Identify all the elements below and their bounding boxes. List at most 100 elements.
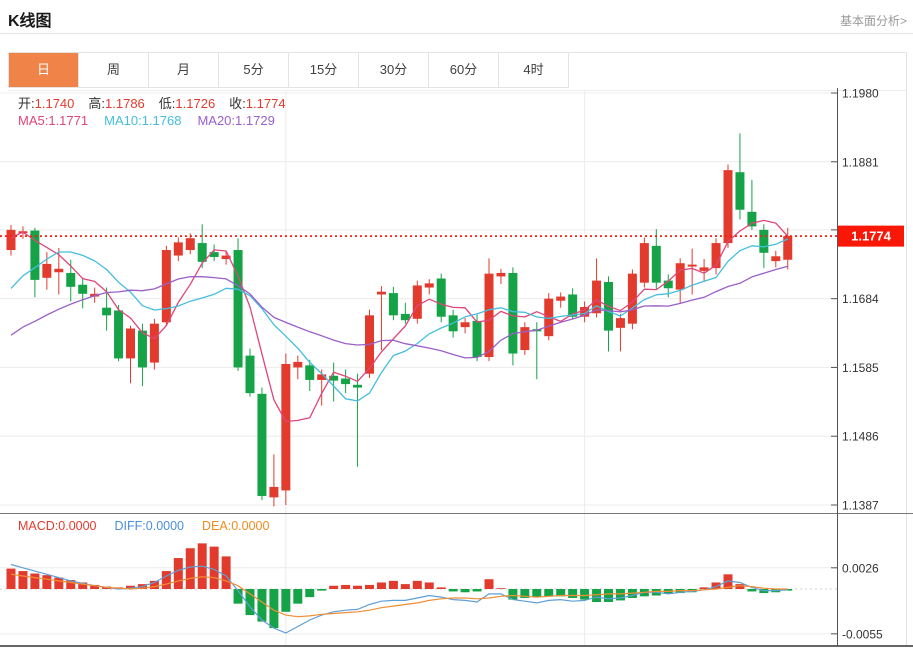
gridlines — [0, 91, 837, 646]
candle-body — [137, 330, 147, 368]
y-axis-label: 1.1585 — [842, 361, 879, 375]
candle-body — [269, 486, 279, 498]
candle-body — [42, 263, 52, 278]
macd-bar — [209, 546, 219, 589]
candle-body — [711, 243, 721, 269]
macd-bar — [615, 589, 625, 601]
candle-body — [568, 294, 578, 317]
ohlc-readout: 开:1.1740 高:1.1786 低:1.1726 收:1.1774 — [18, 93, 300, 112]
macd-bar — [496, 588, 506, 589]
candle-body — [114, 310, 124, 359]
tab-1[interactable]: 周 — [79, 53, 149, 87]
candle-body — [341, 378, 351, 385]
macd-bar — [6, 568, 16, 589]
macd-bar — [699, 587, 709, 589]
y-axis-label: 1.1980 — [842, 87, 879, 101]
candle-body — [185, 238, 195, 251]
macd-bar — [747, 589, 757, 592]
tab-3[interactable]: 5分 — [219, 53, 289, 87]
tab-7[interactable]: 4时 — [523, 62, 544, 77]
macd-bar — [257, 589, 267, 622]
candle-body — [663, 280, 673, 289]
macd-bar — [388, 580, 398, 589]
macd-bar — [269, 589, 279, 629]
macd-bar — [353, 585, 363, 589]
candle-body — [412, 285, 422, 319]
readout-item-0: MACD:0.0000 — [18, 519, 97, 533]
macd-bar — [484, 579, 494, 589]
macd-bar — [42, 575, 52, 589]
candle-body — [472, 320, 482, 358]
page-header: K线图 基本面分析> — [0, 0, 913, 33]
candle-body — [78, 284, 88, 294]
candle-body — [233, 250, 243, 368]
macd-bar — [592, 589, 602, 603]
macd-bar — [544, 589, 554, 597]
candle-body — [544, 298, 554, 337]
candle-body — [305, 365, 315, 380]
macd-bar — [245, 589, 255, 616]
diff-line — [10, 563, 788, 634]
tab-4[interactable]: 15分 — [289, 53, 359, 87]
candle-body — [508, 272, 518, 354]
macd-bar — [90, 584, 100, 589]
candle-body — [639, 243, 649, 283]
readout-item-1: 高:1.1786 — [88, 96, 145, 111]
tab-2[interactable]: 月 — [149, 53, 219, 87]
readout-item-1: MA10:1.1768 — [104, 113, 182, 128]
macd-bar — [556, 589, 566, 597]
candle-body — [173, 242, 183, 256]
macd-bar — [54, 577, 64, 589]
ma20-line — [10, 265, 788, 359]
y-axis-label: -0.0055 — [842, 627, 883, 641]
readout-item-0: 开:1.1740 — [18, 96, 75, 111]
ma5-line — [10, 219, 789, 423]
macd-bar — [293, 589, 303, 604]
candle-body — [436, 278, 446, 317]
macd-bar — [18, 571, 28, 589]
candle-body — [221, 255, 231, 260]
tab-0[interactable]: 日 — [9, 53, 79, 87]
macd-bar — [221, 556, 231, 589]
ma10-line — [10, 238, 789, 402]
candle-body — [580, 306, 590, 317]
candle-body — [126, 328, 135, 359]
macd-bar — [233, 589, 243, 604]
readout-item-0: MA5:1.1771 — [18, 113, 89, 128]
candle-body — [281, 363, 291, 491]
macd-bar — [568, 589, 578, 598]
candle-body — [30, 230, 40, 280]
macd-bar — [126, 585, 135, 589]
macd-bar — [185, 548, 195, 589]
macd-readout: MACD:0.0000 DIFF:0.0000 DEA:0.0000 — [18, 519, 287, 533]
readout-item-1: DIFF:0.0000 — [114, 519, 184, 533]
candle-body — [771, 256, 781, 262]
macd-bar — [66, 580, 76, 589]
tab-5[interactable]: 30分 — [359, 53, 429, 87]
macd-bar — [436, 587, 446, 589]
candle-body — [329, 375, 339, 381]
readout-item-2: 低:1.1726 — [158, 96, 216, 111]
macd-bar — [149, 580, 159, 589]
macd-bar — [723, 574, 733, 589]
candle-body — [54, 268, 64, 273]
macd-bar — [472, 589, 482, 592]
y-axis-labels: 1.19801.18811.17831.16841.15851.14861.13… — [831, 87, 883, 641]
macd-bar — [460, 589, 470, 593]
candle-body — [245, 355, 255, 394]
fundamental-analysis-link[interactable]: 基本面分析> — [839, 14, 907, 28]
y-axis-label: 1.1881 — [842, 155, 879, 169]
candle-body — [66, 272, 76, 287]
macd-bar — [735, 584, 745, 589]
page-title: K线图 — [8, 13, 52, 30]
tab-6[interactable]: 60分 — [429, 53, 499, 87]
macd-bar — [30, 573, 40, 589]
candle-body — [460, 322, 470, 328]
candlesticks — [6, 133, 793, 507]
y-axis-label: 1.1387 — [842, 499, 879, 513]
macd-bar — [281, 589, 291, 612]
candle-body — [317, 374, 327, 380]
candle-body — [759, 229, 769, 253]
